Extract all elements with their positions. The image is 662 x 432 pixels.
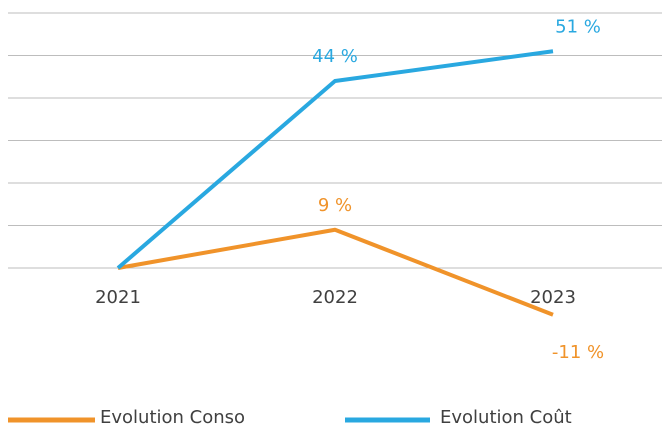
data-label: 44 % xyxy=(312,46,358,67)
data-label: 51 % xyxy=(555,16,601,37)
series-line xyxy=(117,227,554,317)
x-tick-label: 2022 xyxy=(312,287,358,308)
data-label: 9 % xyxy=(318,195,352,216)
legend-label: Evolution Coût xyxy=(440,407,572,428)
x-tick-label: 2021 xyxy=(95,287,141,308)
data-label: -11 % xyxy=(552,342,604,363)
legend-label: Evolution Conso xyxy=(100,407,245,428)
x-tick-label: 2023 xyxy=(530,287,576,308)
series-line xyxy=(116,49,554,270)
